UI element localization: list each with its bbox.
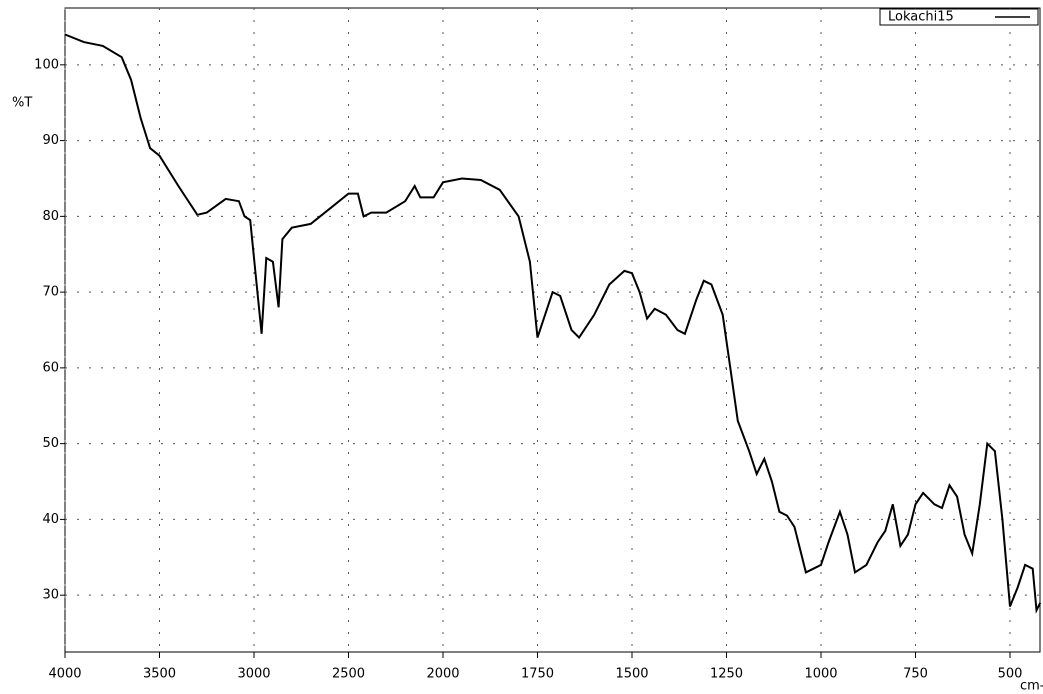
x-tick-label: 3000 [237,667,270,682]
x-tick-label: 3500 [143,667,176,682]
x-tick-label: 750 [903,667,928,682]
x-tick-label: 1250 [710,667,743,682]
x-tick-label: 1500 [615,667,648,682]
x-tick-label: 500 [998,667,1023,682]
y-tick-label: 40 [42,512,59,527]
y-tick-label: 70 [42,285,59,300]
legend-box [879,8,1039,26]
legend-label: Lokachi15 [888,10,954,25]
x-tick-label: 2000 [426,667,459,682]
plot-frame [64,7,1041,653]
x-tick-label: 1000 [804,667,837,682]
y-tick-label: 60 [42,360,59,375]
x-axis-label: cm-1 [1020,679,1043,694]
y-tick-label: 50 [42,436,59,451]
y-tick-label: 100 [34,57,59,72]
spectrum-line [64,33,1042,614]
x-tick-label: 2500 [332,667,365,682]
y-tick-label: 80 [42,209,59,224]
x-tick-label: 4000 [48,667,81,682]
y-axis-label: %T [12,96,32,111]
y-tick-label: 90 [42,133,59,148]
x-tick-label: 1750 [521,667,554,682]
y-tick-label: 30 [42,588,59,603]
